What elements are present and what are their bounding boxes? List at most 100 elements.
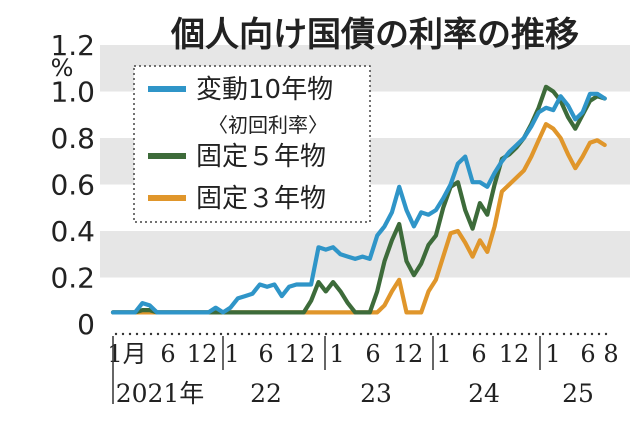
axis-dot [471,332,475,336]
axis-dot [240,332,244,336]
axis-dot [450,332,454,336]
x-tick-label: 1 [224,340,239,368]
y-tick-label: 0 [77,308,95,341]
axis-dot [275,332,279,336]
axis-dot [184,332,188,336]
legend-label: 固定３年物 [196,184,326,214]
axis-dot [457,332,461,336]
axis-dot [380,332,384,336]
axis-dot [401,332,405,336]
axis-dot [149,332,153,336]
axis-dot [170,332,174,336]
axis-dot [415,332,419,336]
axis-dot [198,332,202,336]
x-tick-label: 12 [499,340,530,368]
x-year-label: 2021年 [116,379,205,408]
y-tick-label: 1.2 [50,29,95,62]
x-tick-label: 6 [160,340,175,368]
axis-dot [555,332,559,336]
axis-dot [492,332,496,336]
axis-dot [156,332,160,336]
x-year-label: 25 [562,379,594,408]
axis-dot [604,332,608,336]
axis-dot [128,332,132,336]
axis-dot [338,332,342,336]
axis-dot [436,332,440,336]
axis-dot [233,332,237,336]
axis-dot [352,332,356,336]
legend-label: 変動10年物 [196,75,333,105]
x-tick-label: 1 [436,340,451,368]
axis-dot [163,332,167,336]
axis-dot [527,332,531,336]
x-tick-label: 1 [545,340,560,368]
axis-dot [569,332,573,336]
axis-dot [429,332,433,336]
y-tick-label: 0.2 [50,262,95,295]
axis-dot [282,332,286,336]
axis-dot [191,332,195,336]
axis-dot [562,332,566,336]
axis-dot [366,332,370,336]
axis-dot [513,332,517,336]
axis-dot [205,332,209,336]
axis-dot [310,332,314,336]
x-year-label: 22 [250,379,282,408]
y-axis-unit: % [51,54,74,82]
x-tick-label: 6 [471,340,486,368]
axis-dot [219,332,223,336]
axis-dot [548,332,552,336]
axis-dot [303,332,307,336]
axis-dot [443,332,447,336]
axis-dot [408,332,412,336]
axis-dot [177,332,181,336]
axis-dot [324,332,328,336]
axis-dot [506,332,510,336]
x-tick-label: 1月 [107,340,146,368]
x-tick-label: 1 [329,340,344,368]
x-year-label: 24 [468,379,500,408]
x-tick-label: 12 [285,340,316,368]
axis-dot [254,332,258,336]
y-tick-label: 0.6 [50,169,95,202]
y-tick-label: 1.0 [50,76,95,109]
axis-dot [359,332,363,336]
axis-dot [142,332,146,336]
axis-dot [520,332,524,336]
x-tick-label: 6 [258,340,273,368]
grid-band [100,231,630,278]
axis-dot [289,332,293,336]
legend-sublabel: 〈初回利率〉 [208,113,328,137]
y-tick-label: 0.4 [50,215,95,248]
x-tick-label: 6 [580,340,595,368]
axis-dot [345,332,349,336]
axis-dot [464,332,468,336]
axis-dot [226,332,230,336]
axis-dot [296,332,300,336]
y-axis-ticks: 0 0.2 0.4 0.6 0.8 1.0 1.2 [50,29,95,341]
axis-dot [121,332,125,336]
axis-dot [534,332,538,336]
axis-dot [268,332,272,336]
axis-dot [499,332,503,336]
axis-dot [478,332,482,336]
axis-dot [317,332,321,336]
y-tick-label: 0.8 [50,122,95,155]
legend-label: 固定５年物 [196,142,326,172]
axis-dot [387,332,391,336]
axis-dot [212,332,216,336]
x-tick-label: 6 [365,340,380,368]
chart-title: 個人向け国債の利率の推移 [170,15,579,55]
axis-dot [261,332,265,336]
axis-dot [394,332,398,336]
series-lines [110,84,607,315]
x-year-label: 23 [360,379,392,408]
axis-dot [331,332,335,336]
axis-dot [590,332,594,336]
axis-dot [583,332,587,336]
x-tick-label: 12 [393,340,424,368]
axis-dot [541,332,545,336]
x-tick-label: 8 [603,340,618,368]
